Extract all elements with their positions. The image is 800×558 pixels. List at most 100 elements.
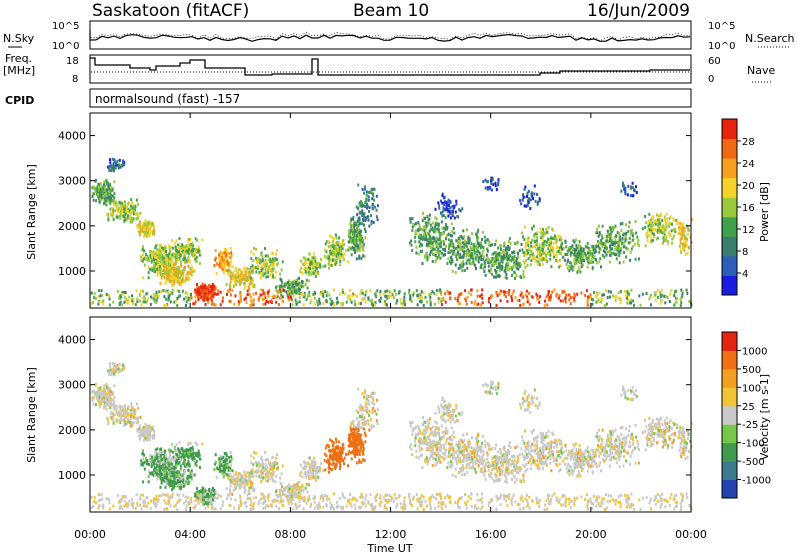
power-cell xyxy=(223,271,225,274)
power-cell xyxy=(453,232,455,235)
power-cell xyxy=(122,215,124,218)
velocity-cell xyxy=(132,407,134,410)
power-cell xyxy=(165,298,167,301)
power-cell xyxy=(301,280,303,283)
power-cell xyxy=(677,220,679,223)
power-cell xyxy=(304,267,306,270)
power-cell xyxy=(560,239,562,242)
power-cell xyxy=(669,293,671,296)
power-cell xyxy=(673,219,675,222)
velocity-cell xyxy=(156,454,158,457)
power-cell xyxy=(488,269,490,272)
velocity-cell xyxy=(106,407,108,410)
power-cell xyxy=(239,293,241,296)
power-cell xyxy=(229,300,231,303)
power-cell xyxy=(347,260,349,263)
power-cell xyxy=(439,237,441,240)
power-cell xyxy=(93,296,95,299)
velocity-cell xyxy=(153,429,155,432)
power-cell xyxy=(281,268,283,271)
power-cell xyxy=(215,257,217,260)
power-cell xyxy=(482,180,484,183)
power-cell xyxy=(625,192,627,195)
power-cell xyxy=(494,251,496,254)
power-cell xyxy=(414,236,416,239)
power-cell xyxy=(478,256,480,259)
power-cell xyxy=(202,283,204,286)
power-cell xyxy=(376,215,378,218)
power-cell xyxy=(459,302,461,305)
power-cell xyxy=(492,183,494,186)
power-cell xyxy=(390,292,392,295)
power-cell xyxy=(545,228,547,231)
power-cell xyxy=(340,302,342,305)
power-cell xyxy=(219,264,221,267)
power-cell xyxy=(227,273,229,276)
power-cell xyxy=(603,256,605,259)
power-cell xyxy=(119,159,121,162)
power-cell xyxy=(249,293,251,296)
power-cell xyxy=(610,291,612,294)
power-cell xyxy=(528,190,530,193)
power-cell xyxy=(119,302,121,305)
power-cell xyxy=(329,234,331,237)
power-cell xyxy=(525,243,527,246)
velocity-cell xyxy=(109,403,111,406)
power-cell xyxy=(246,279,248,282)
power-cell xyxy=(140,290,142,293)
power-cell xyxy=(506,277,508,280)
power-cell xyxy=(102,188,104,191)
power-cell xyxy=(604,304,606,307)
power-cell xyxy=(507,262,509,265)
power-cell xyxy=(170,245,172,248)
power-cell xyxy=(335,259,337,262)
power-cell xyxy=(527,264,529,267)
power-cell xyxy=(191,268,193,271)
power-cell xyxy=(531,239,533,242)
power-cell xyxy=(106,203,108,206)
power-cell xyxy=(228,252,230,255)
power-cell xyxy=(330,252,332,255)
power-cell xyxy=(252,259,254,262)
power-cell xyxy=(588,259,590,262)
power-cell xyxy=(193,248,195,251)
power-cell xyxy=(593,291,595,294)
power-cell xyxy=(355,247,357,250)
power-cell xyxy=(515,265,517,268)
power-cell xyxy=(103,183,105,186)
power-cell xyxy=(680,301,682,304)
power-cell xyxy=(525,252,527,255)
power-cell xyxy=(527,300,529,303)
power-cell xyxy=(368,210,370,213)
power-cell xyxy=(464,269,466,272)
power-cell xyxy=(455,264,457,267)
power-cell xyxy=(110,194,112,197)
power-cell xyxy=(522,199,524,202)
power-cell xyxy=(574,258,576,261)
power-cell xyxy=(573,241,575,244)
power-cell xyxy=(539,263,541,266)
power-cell xyxy=(244,282,246,285)
power-cell xyxy=(154,270,156,273)
power-cell xyxy=(477,229,479,232)
power-cell xyxy=(172,247,174,250)
power-cell xyxy=(120,207,122,210)
power-cell xyxy=(183,281,185,284)
power-cell xyxy=(156,250,158,253)
power-cell xyxy=(549,298,551,301)
power-cell xyxy=(580,292,582,295)
power-cell xyxy=(333,288,335,291)
power-cell xyxy=(438,301,440,304)
beam-title: Beam 10 xyxy=(353,1,429,21)
power-cell xyxy=(171,267,173,270)
power-cell xyxy=(484,262,486,265)
power-cell xyxy=(601,245,603,248)
power-cell xyxy=(452,213,454,216)
power-cell xyxy=(178,253,180,256)
power-cell xyxy=(342,255,344,258)
velocity-heatmap xyxy=(90,362,692,511)
power-cell xyxy=(226,293,228,296)
power-cell xyxy=(460,247,462,250)
power-cell xyxy=(457,216,459,219)
power-cell xyxy=(568,298,570,301)
